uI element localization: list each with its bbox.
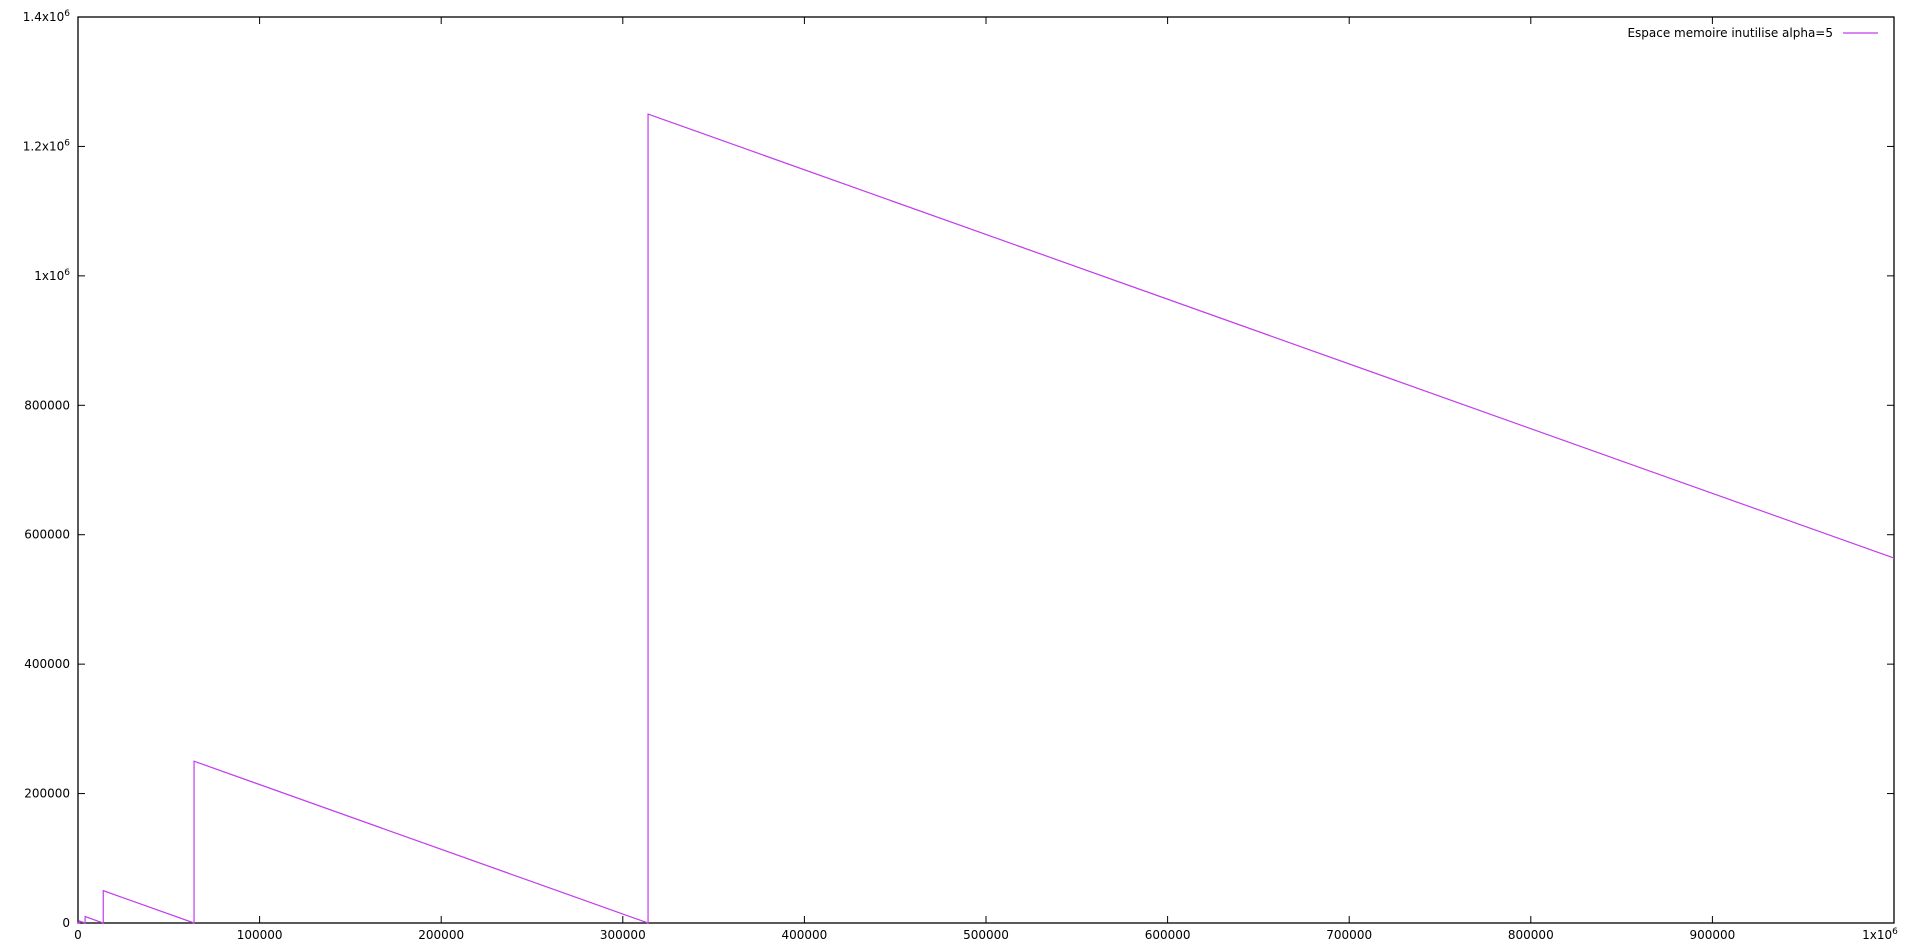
x-tick-label: 1x106	[1862, 927, 1898, 942]
y-tick-label: 200000	[24, 787, 70, 801]
x-tick-label: 500000	[963, 928, 1009, 942]
x-tick-label: 100000	[237, 928, 283, 942]
plot-frame	[77, 16, 1895, 924]
legend: Espace memoire inutilise alpha=5	[1627, 26, 1878, 40]
y-tick-label: 1.2x106	[23, 138, 70, 153]
y-tick-label: 1.4x106	[23, 9, 70, 24]
y-tick-label: 1x106	[34, 268, 70, 283]
y-tick-label: 400000	[24, 657, 70, 671]
x-tick-label: 200000	[418, 928, 464, 942]
y-tick-label: 800000	[24, 398, 70, 412]
y-tick-label: 0	[62, 916, 70, 930]
axes: 0 100000 200000 300000 400000 500000 600000 700…	[23, 9, 1898, 942]
x-tick-label: 300000	[600, 928, 646, 942]
x-tick-label: 800000	[1508, 928, 1554, 942]
x-tick-label: 0	[74, 928, 82, 942]
x-tick-label: 400000	[781, 928, 827, 942]
x-tick-label: 900000	[1689, 928, 1735, 942]
series-0	[77, 113, 1895, 924]
y-tick-label: 600000	[24, 528, 70, 542]
legend-label: Espace memoire inutilise alpha=5	[1627, 26, 1833, 40]
x-tick-label: 600000	[1145, 928, 1191, 942]
series-layer	[77, 113, 1895, 924]
x-tick-label: 700000	[1326, 928, 1372, 942]
series-line	[77, 113, 1895, 924]
